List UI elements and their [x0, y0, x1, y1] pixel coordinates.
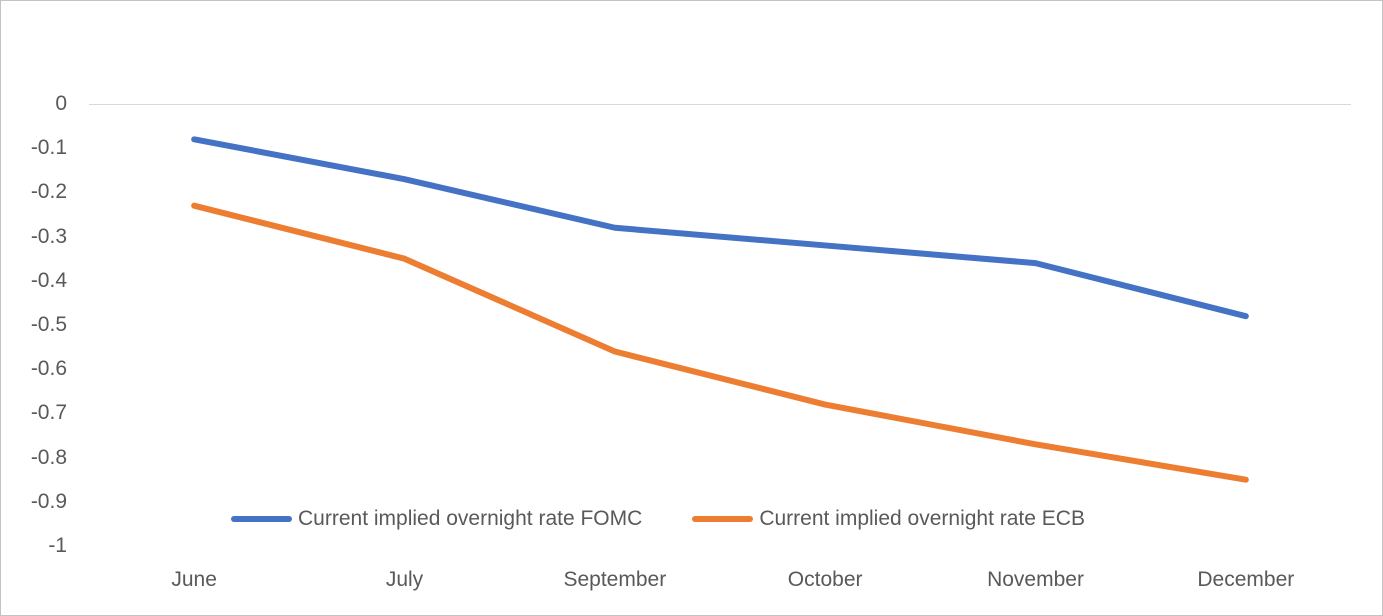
legend-line-marker	[692, 515, 754, 522]
y-axis-tick-label: -0.8	[30, 445, 67, 469]
x-axis-label: June	[171, 568, 217, 591]
y-axis-tick-label: -0.1	[30, 136, 67, 160]
legend-line-marker	[231, 515, 293, 522]
x-axis-label: November	[987, 568, 1084, 591]
x-axis-label: September	[563, 568, 667, 591]
legend: Current implied overnight rate FOMC Curre…	[27, 505, 1289, 532]
x-axis-label: December	[1197, 568, 1295, 591]
series-line-fomc	[191, 136, 1249, 320]
x-axis-label: October	[787, 568, 863, 591]
y-axis: 0 -0.1 -0.2 -0.3 -0.4 -0.5 -0.6 -0.7 -0.8 -0.9 -1	[1, 1, 67, 615]
legend-item-fomc: Current implied overnight rate FOMC	[231, 505, 642, 532]
y-axis-tick-label: -0.7	[30, 401, 67, 425]
x-axis-label: July	[385, 568, 424, 591]
zero-gridline	[89, 104, 1351, 105]
y-axis-tick-label: 0	[55, 92, 67, 115]
y-axis-tick-label: -0.9	[30, 489, 67, 513]
y-axis-tick-label: -0.3	[30, 224, 67, 248]
y-axis-tick-label: -0.2	[30, 180, 67, 204]
y-axis-tick-label: -0.6	[30, 357, 67, 381]
series-line-ecb	[191, 202, 1249, 483]
legend-item-label: Current implied overnight rate ECB	[759, 507, 1085, 530]
y-axis-tick-label: -0.5	[30, 313, 67, 336]
legend-item-ecb: Current implied overnight rate ECB	[692, 505, 1085, 532]
x-axis: June July September October November December	[1, 567, 1382, 597]
legend-item-label: Current implied overnight rate FOMC	[298, 507, 643, 530]
y-axis-tick-label: -0.4	[30, 268, 67, 292]
y-axis-tick-label: -1	[48, 534, 67, 557]
